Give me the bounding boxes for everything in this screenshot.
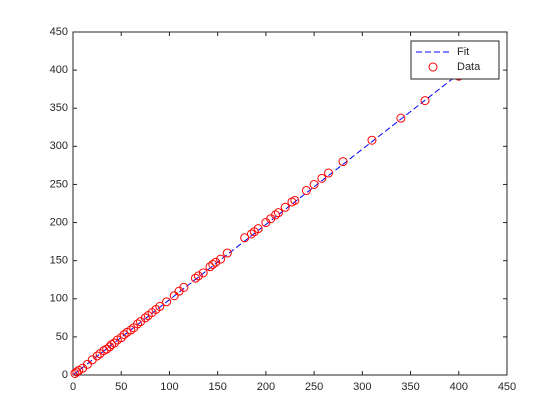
y-tick-label: 50 [56,331,68,343]
data-point [169,291,179,301]
data-point [102,344,112,354]
x-tick-label: 200 [257,381,275,393]
data-point [246,229,256,239]
y-tick-label: 100 [50,293,68,305]
x-tick-label: 400 [450,381,468,393]
x-tick-label: 250 [305,381,323,393]
x-tick-label: 0 [70,381,76,393]
data-point [324,168,334,178]
data-point [82,359,92,369]
legend-label: Fit [457,46,469,58]
y-tick-label: 250 [50,178,68,190]
data-point [208,259,218,269]
data-point [222,248,232,258]
fit-line [72,73,460,376]
y-tick-label: 300 [50,140,68,152]
x-tick-label: 300 [353,381,371,393]
data-point [193,271,203,281]
legend-label: Data [457,61,481,73]
y-tick-label: 0 [62,369,68,381]
plot-area [72,31,508,376]
data-point [179,282,189,292]
data-point [116,333,126,343]
data-point [190,273,200,283]
y-tick-label: 350 [50,102,68,114]
data-point [216,254,226,264]
data-point [109,338,119,348]
data-point [396,113,406,123]
x-tick-label: 150 [208,381,226,393]
data-point [367,135,377,145]
data-point [317,173,327,183]
legend-swatch [428,62,438,72]
data-point [140,313,150,323]
data-point [198,268,208,278]
legend-box [410,40,500,80]
data-point [133,319,143,329]
data-point [253,224,263,234]
data-point [273,208,283,218]
data-point [271,210,281,220]
x-tick-label: 100 [160,381,178,393]
data-point [290,195,300,205]
data-point [126,325,136,335]
data-point [301,186,311,196]
data-point [92,351,102,361]
y-tick-label: 150 [50,255,68,267]
data-point [211,257,221,267]
data-point [280,202,290,212]
x-tick-label: 350 [401,381,419,393]
y-tick-label: 450 [50,26,68,38]
x-tick-label: 50 [115,381,127,393]
data-point [338,157,348,167]
y-tick-label: 200 [50,216,68,228]
x-tick-label: 450 [498,381,516,393]
data-point [162,297,172,307]
data-point [420,96,430,106]
data-point [309,179,319,189]
data-point [205,262,215,272]
y-tick-label: 400 [50,64,68,76]
data-point [119,330,129,340]
data-point [155,301,165,311]
data-point [240,233,250,243]
